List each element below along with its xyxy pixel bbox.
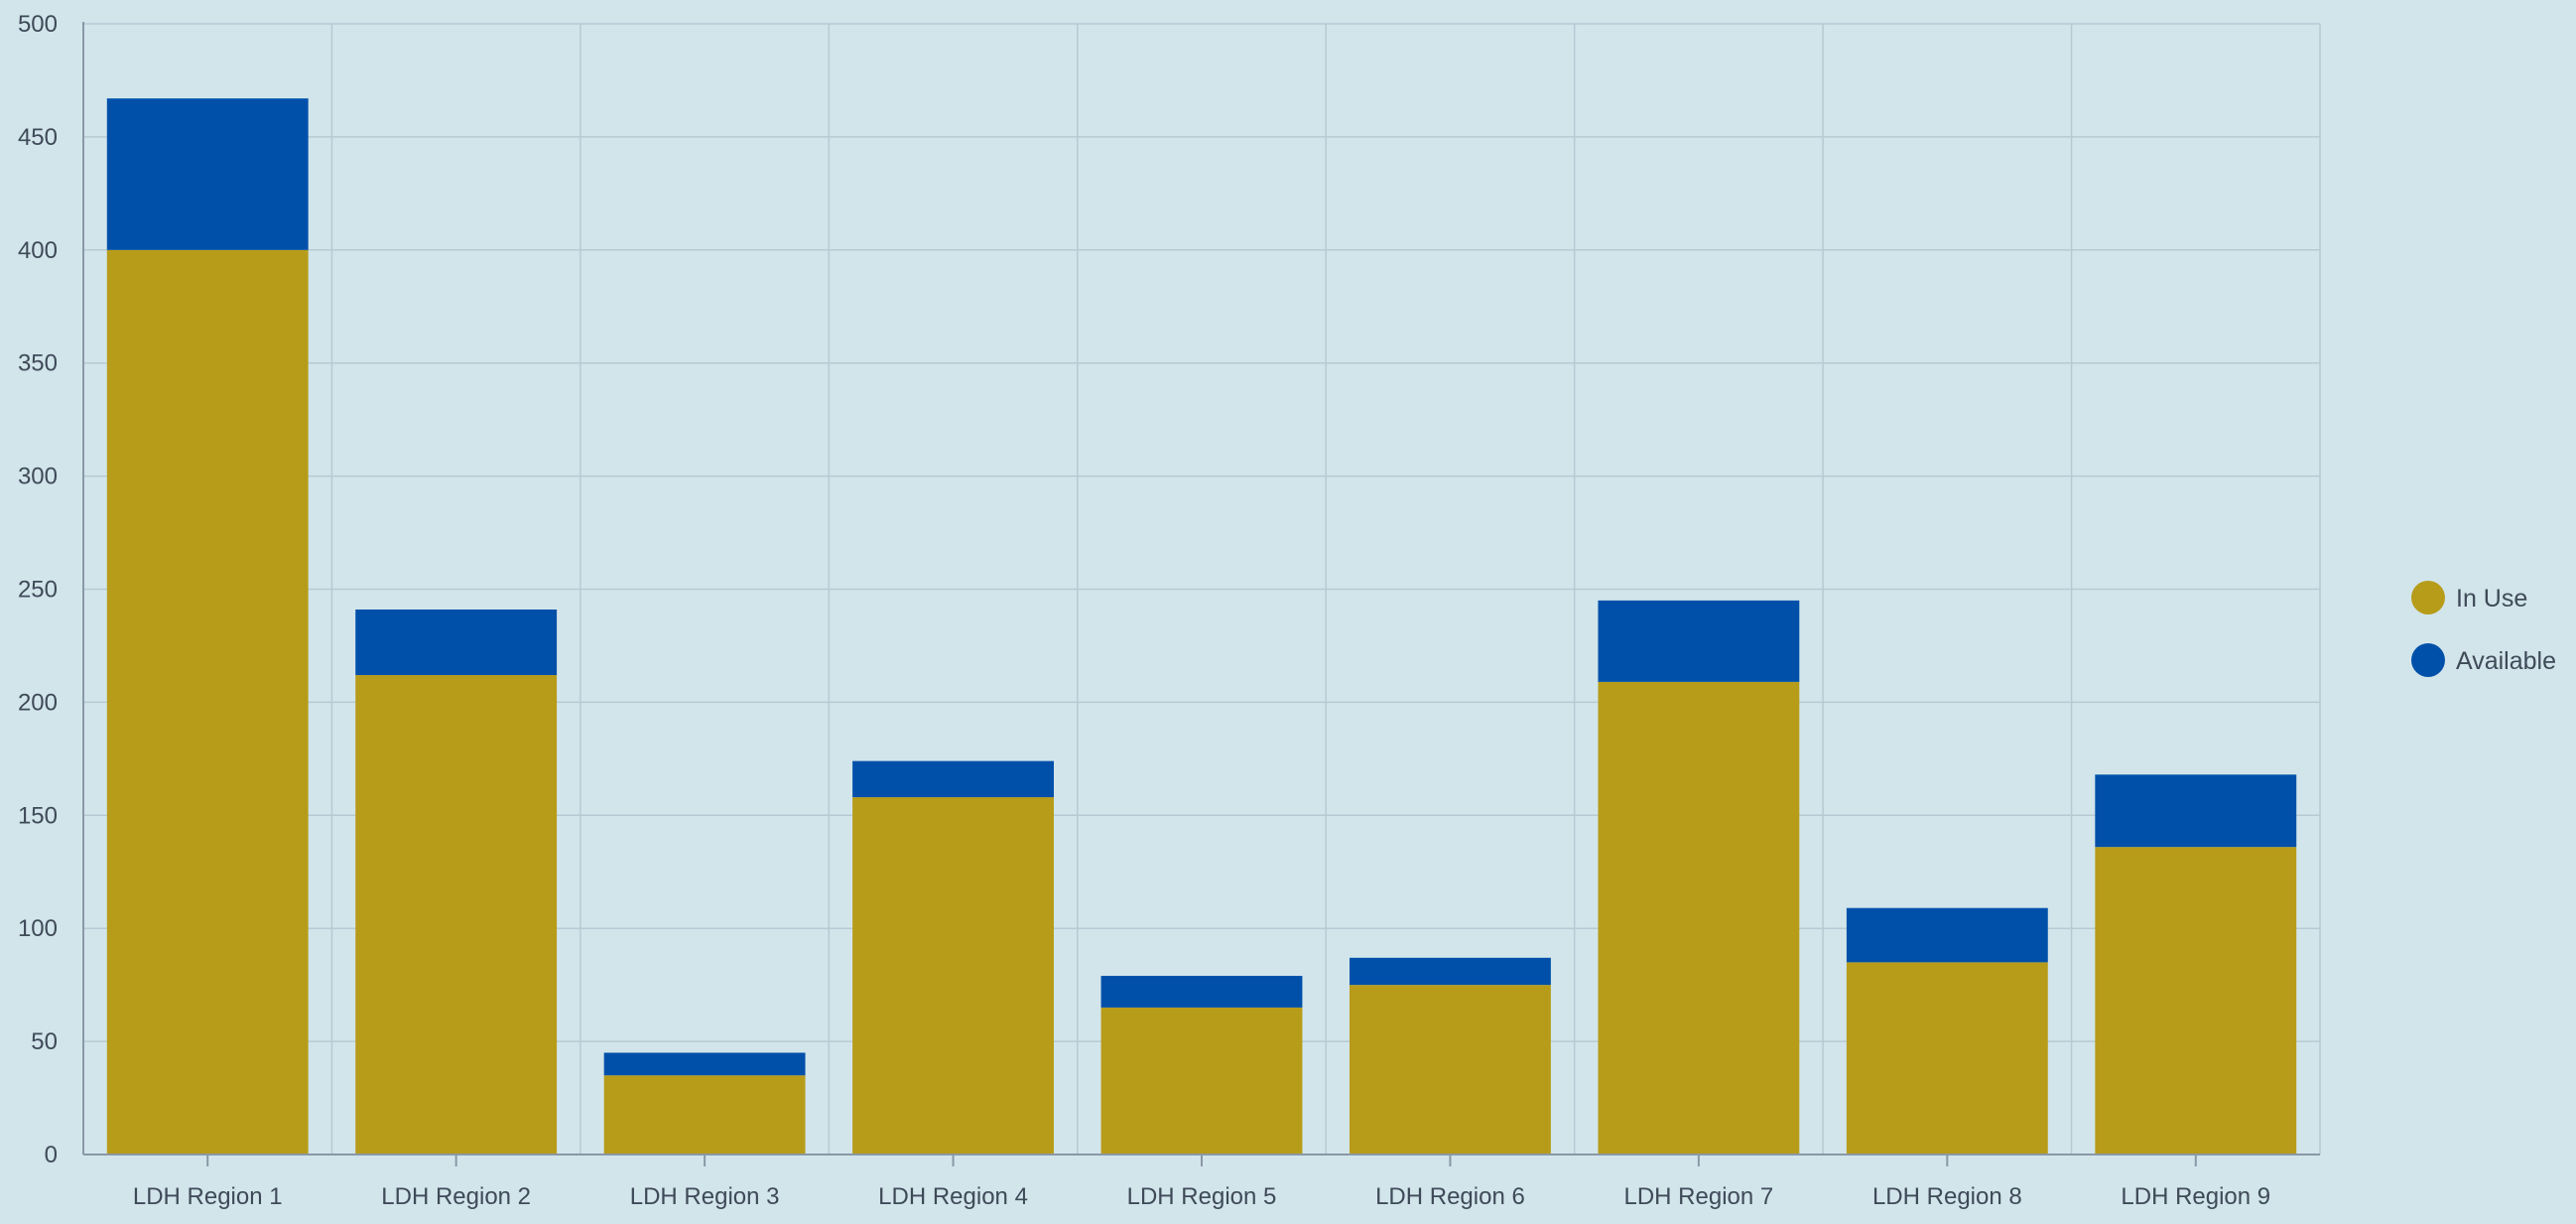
bars-layer <box>106 98 2297 1156</box>
bar-available-4 <box>852 760 1054 798</box>
legend-label-in-use: In Use <box>2456 585 2527 612</box>
bar-available-5 <box>1100 976 1303 1008</box>
x-tick-label-8: LDH Region 8 <box>1872 1183 2022 1210</box>
x-tick-label-4: LDH Region 4 <box>878 1183 1028 1210</box>
y-tick-label-300: 300 <box>18 464 58 490</box>
y-tick-label-100: 100 <box>18 915 58 942</box>
legend-swatch-in-use <box>2411 581 2445 614</box>
x-tick-label-9: LDH Region 9 <box>2121 1183 2270 1210</box>
x-tick-label-5: LDH Region 5 <box>1127 1183 1277 1210</box>
y-tick-label-500: 500 <box>18 11 58 38</box>
legend-swatch-available <box>2411 643 2445 677</box>
y-tick-label-50: 50 <box>31 1028 58 1055</box>
x-tick-label-7: LDH Region 7 <box>1624 1183 1774 1210</box>
x-tick-label-1: LDH Region 1 <box>133 1183 283 1210</box>
y-tick-label-400: 400 <box>18 237 58 264</box>
bar-in-use-8 <box>1846 962 2048 1155</box>
y-tick-label-250: 250 <box>18 577 58 604</box>
x-tick-label-2: LDH Region 2 <box>381 1183 531 1210</box>
bar-in-use-6 <box>1350 985 1551 1155</box>
y-tick-label-450: 450 <box>18 124 58 151</box>
bar-available-2 <box>355 610 558 676</box>
y-tick-label-350: 350 <box>18 350 58 377</box>
bar-in-use-2 <box>355 675 558 1155</box>
bar-available-1 <box>106 98 309 250</box>
y-tick-label-200: 200 <box>18 689 58 716</box>
bar-in-use-4 <box>852 797 1054 1155</box>
x-tick-label-6: LDH Region 6 <box>1375 1183 1525 1210</box>
legend-label-available: Available <box>2456 647 2556 675</box>
bar-in-use-7 <box>1598 681 1800 1155</box>
y-tick-label-0: 0 <box>45 1142 58 1168</box>
bar-in-use-3 <box>603 1075 806 1155</box>
x-tick-label-3: LDH Region 3 <box>630 1183 780 1210</box>
bar-in-use-1 <box>106 249 309 1156</box>
bar-available-9 <box>2095 774 2297 848</box>
labels-layer: 0 50 100 150 200 250 300 350 400 450 500 LDH Region… <box>18 11 2270 1210</box>
bar-in-use-9 <box>2095 847 2297 1155</box>
bar-available-7 <box>1598 600 1800 682</box>
bar-available-6 <box>1350 957 1551 986</box>
bar-available-8 <box>1846 907 2048 963</box>
legend: In Use Available <box>2411 581 2556 677</box>
bar-available-3 <box>603 1052 806 1076</box>
y-tick-label-150: 150 <box>18 802 58 829</box>
axes-layer <box>82 22 2320 1166</box>
bar-in-use-5 <box>1100 1007 1303 1155</box>
